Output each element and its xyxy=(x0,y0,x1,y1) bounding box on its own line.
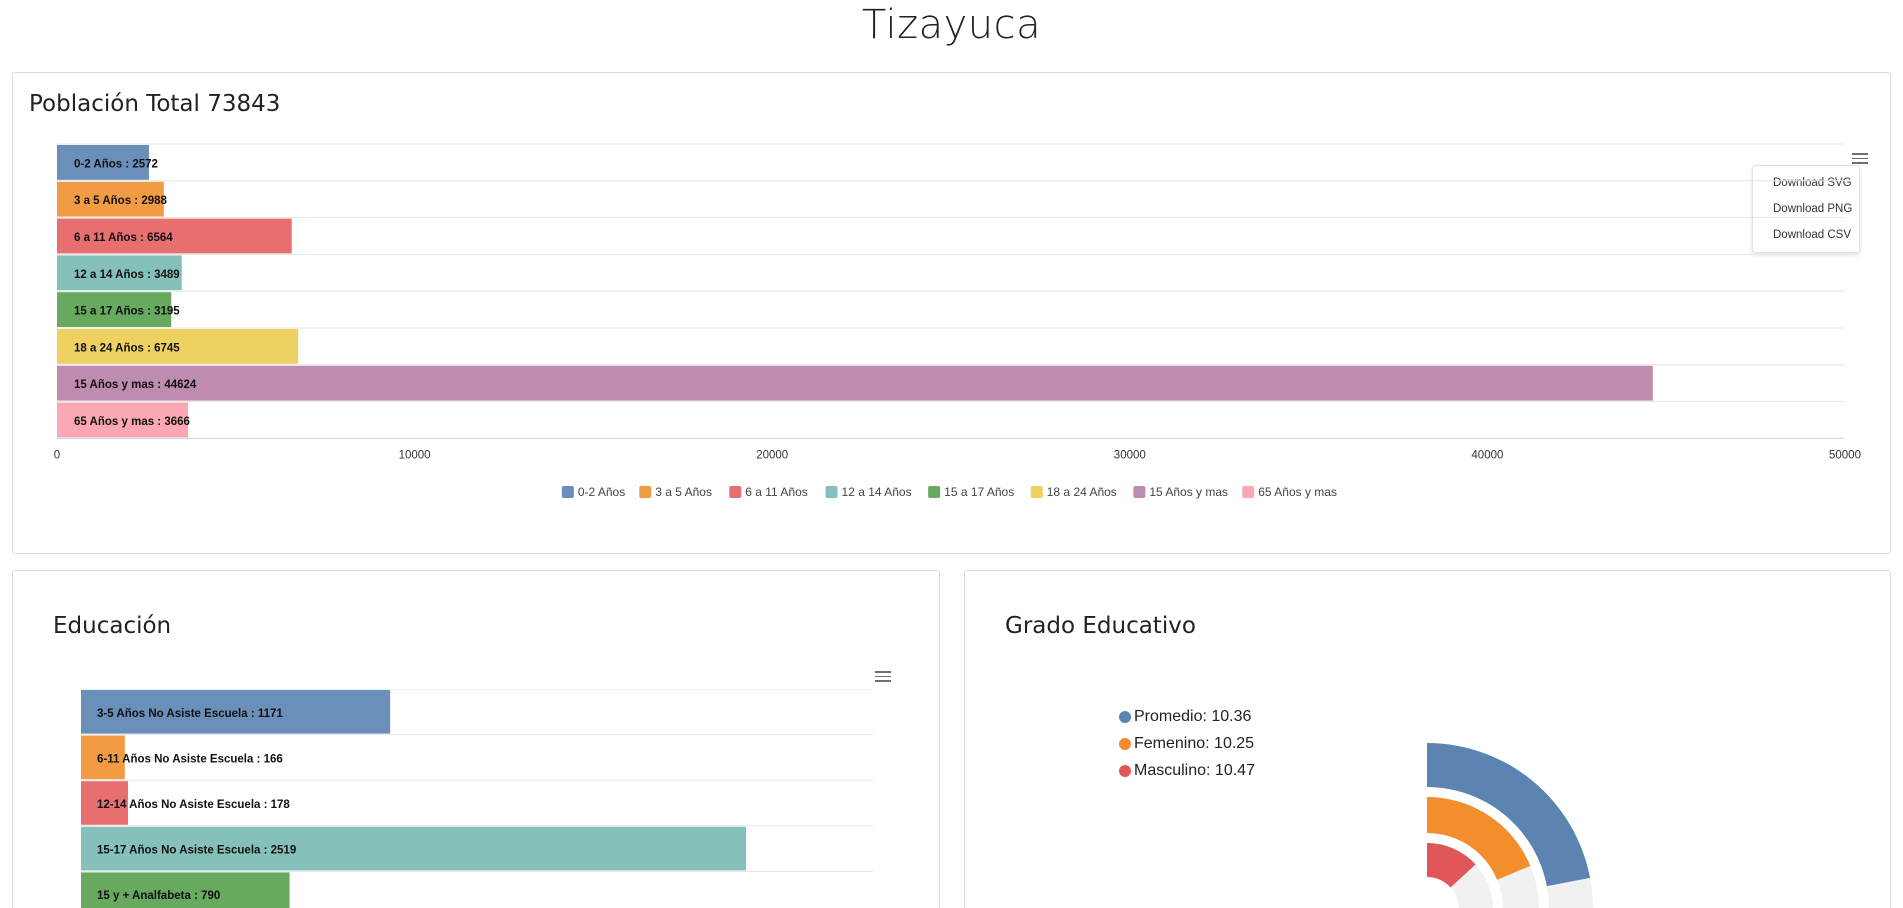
legend-label[interactable]: 15 a 17 Años xyxy=(944,485,1014,499)
legend-label[interactable]: 15 Años y mas xyxy=(1149,485,1228,499)
download-png-item[interactable]: Download PNG xyxy=(1773,203,1853,215)
legend-label[interactable]: 65 Años y mas xyxy=(1258,485,1337,499)
bar[interactable] xyxy=(57,181,164,217)
export-menu: Download SVG Download PNG Download CSV xyxy=(1752,165,1860,253)
bar-data-label: 3 a 5 Años : 2988 xyxy=(74,195,168,207)
bar[interactable] xyxy=(81,781,128,825)
x-tick-label: 0 xyxy=(54,449,60,461)
bar-data-label: 0-2 Años : 2572 xyxy=(74,158,158,170)
legend-swatch[interactable] xyxy=(1030,486,1043,498)
legend-label[interactable]: 18 a 24 Años xyxy=(1047,485,1117,499)
educacion-bar-chart: 3-5 Años No Asiste Escuela : 1171 6-11 Añ… xyxy=(81,689,873,908)
bar[interactable] xyxy=(57,329,299,364)
legend-swatch[interactable] xyxy=(1133,486,1146,498)
bar-data-label: 15 Años y mas : 44624 xyxy=(74,379,197,391)
bar-data-label: 15 y + Analfabeta : 790 xyxy=(97,890,220,902)
x-tick-label: 10000 xyxy=(399,449,431,461)
download-svg-item[interactable]: Download SVG xyxy=(1773,177,1852,189)
legend-item-masculino: Masculino: 10.47 xyxy=(1119,757,1255,784)
page-title: Tizayuca xyxy=(861,2,1042,48)
legend-label[interactable]: 0-2 Años xyxy=(578,485,625,499)
radial-bar[interactable] xyxy=(1427,797,1531,880)
x-tick-label: 30000 xyxy=(1114,449,1146,461)
bar-data-label: 3-5 Años No Asiste Escuela : 1171 xyxy=(97,708,283,720)
legend-label: Promedio: 10.36 xyxy=(1134,707,1252,725)
bar-data-label: 65 Años y mas : 3666 xyxy=(74,416,190,428)
bar-data-label: 18 a 24 Años : 6745 xyxy=(74,342,180,354)
radial-bar[interactable] xyxy=(1427,843,1476,888)
radial-bar[interactable] xyxy=(1427,743,1591,887)
bar-data-label: 12 a 14 Años : 3489 xyxy=(74,269,180,281)
legend-swatch[interactable] xyxy=(825,486,838,498)
legend-swatch[interactable] xyxy=(1242,486,1255,498)
bar[interactable] xyxy=(81,690,391,734)
legend-swatch[interactable] xyxy=(729,486,742,498)
bar[interactable] xyxy=(57,292,172,327)
bar-data-label: 15 a 17 Años : 3195 xyxy=(74,306,180,318)
grado-title: Grado Educativo xyxy=(1005,613,1196,639)
legend-dot-icon xyxy=(1119,710,1131,723)
legend-label[interactable]: 12 a 14 Años xyxy=(842,485,912,499)
bar[interactable] xyxy=(81,735,125,780)
grado-radial-chart xyxy=(1427,743,1593,908)
bar-data-label: 6 a 11 Años : 6564 xyxy=(74,232,173,244)
x-tick-label: 20000 xyxy=(756,449,788,461)
download-csv-item[interactable]: Download CSV xyxy=(1773,229,1851,241)
x-tick-label: 40000 xyxy=(1471,449,1503,461)
chart-menu-icon-educacion[interactable] xyxy=(875,671,891,683)
bar[interactable] xyxy=(57,255,182,291)
legend-dot-icon xyxy=(1119,737,1131,750)
legend-item-promedio: Promedio: 10.36 xyxy=(1119,703,1255,730)
x-tick-label: 50000 xyxy=(1829,449,1861,461)
legend-label[interactable]: 6 a 11 Años xyxy=(745,485,808,499)
grado-card: Grado Educativo Promedio: 10.36 Femenino… xyxy=(964,570,1891,908)
bar[interactable] xyxy=(57,145,149,180)
bar-data-label: 12-14 Años No Asiste Escuela : 178 xyxy=(97,799,290,811)
bar[interactable] xyxy=(57,218,292,254)
legend-label: Masculino: 10.47 xyxy=(1134,761,1255,779)
legend-label: Femenino: 10.25 xyxy=(1134,734,1255,752)
educacion-title: Educación xyxy=(53,613,172,639)
chart-menu-icon[interactable] xyxy=(1852,153,1868,165)
poblacion-bar-chart: 0-2 Años : 2572 3 a 5 Años : 2988 6 a 11 A… xyxy=(54,143,1861,499)
grado-legend: Promedio: 10.36 Femenino: 10.25 Masculin… xyxy=(1119,703,1255,784)
poblacion-card: Población Total 73843 Download SVG Downl… xyxy=(12,72,1891,554)
bar-data-label: 15-17 Años No Asiste Escuela : 2519 xyxy=(97,845,296,857)
bar[interactable] xyxy=(57,365,1653,401)
legend-swatch[interactable] xyxy=(639,486,652,498)
legend-label[interactable]: 3 a 5 Años xyxy=(655,485,712,499)
poblacion-title: Población Total 73843 xyxy=(29,91,281,117)
bar-data-label: 6-11 Años No Asiste Escuela : 166 xyxy=(97,753,283,765)
bar[interactable] xyxy=(81,872,290,908)
legend-dot-icon xyxy=(1119,764,1131,777)
legend-swatch[interactable] xyxy=(561,486,574,498)
legend-item-femenino: Femenino: 10.25 xyxy=(1119,730,1255,757)
educacion-card: Educación 3-5 Años No Asiste Escuela : 1… xyxy=(12,570,940,908)
legend-swatch[interactable] xyxy=(928,486,941,498)
bar[interactable] xyxy=(81,826,747,871)
bar[interactable] xyxy=(57,402,189,438)
